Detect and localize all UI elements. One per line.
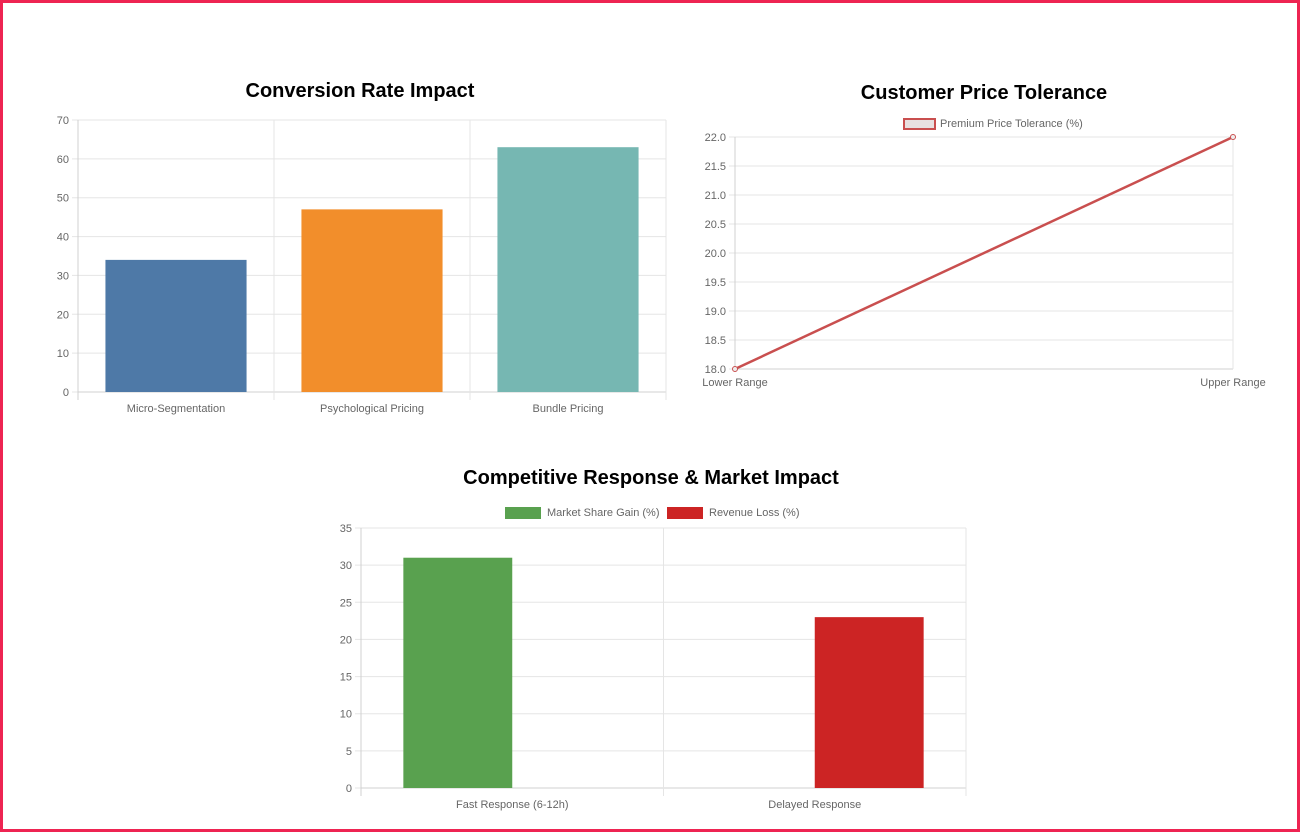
chart1-y-tick: 70 [57, 115, 69, 127]
chart3-y-tick: 5 [346, 746, 352, 758]
chart3-legend-swatch [667, 507, 703, 519]
chart3-y-tick: 10 [340, 709, 352, 721]
chart2-x-tick: Upper Range [1200, 377, 1265, 389]
chart3-y-tick: 0 [346, 783, 352, 795]
chart3-bar [814, 617, 924, 788]
chart3-legend-label: Market Share Gain (%) [547, 507, 659, 519]
chart1-y-tick: 20 [57, 309, 69, 321]
chart1-x-tick: Bundle Pricing [533, 403, 604, 415]
chart3-y-tick: 25 [340, 597, 352, 609]
chart2-title: Customer Price Tolerance [861, 82, 1107, 104]
chart1-x-tick: Micro-Segmentation [127, 403, 225, 415]
chart1-bar [497, 147, 639, 392]
chart2-legend-label: Premium Price Tolerance (%) [940, 118, 1083, 130]
chart3-y-tick: 20 [340, 634, 352, 646]
chart3-y-tick: 35 [340, 523, 352, 535]
chart2-y-tick: 21.0 [705, 190, 726, 202]
chart1-title: Conversion Rate Impact [246, 80, 475, 102]
chart1-bar [105, 259, 247, 392]
chart2-point [1230, 134, 1236, 140]
chart3-legend-label: Revenue Loss (%) [709, 507, 800, 519]
chart2-point [732, 366, 738, 372]
dashboard-charts: Conversion Rate Impact Customer Price To… [57, 80, 1266, 811]
chart3-y-tick: 30 [340, 560, 352, 572]
chart2-y-tick: 20.5 [705, 219, 726, 231]
chart1-y-tick: 50 [57, 193, 69, 205]
chart2-y-tick: 22.0 [705, 132, 726, 144]
chart3-bar [403, 557, 513, 788]
chart2-legend-swatch [903, 118, 936, 130]
chart2-y-tick: 18.0 [705, 364, 726, 376]
chart1-y-tick: 0 [63, 387, 69, 399]
chart1-bar [301, 209, 443, 392]
chart3-title: Competitive Response & Market Impact [463, 467, 839, 489]
chart3-y-tick: 15 [340, 672, 352, 684]
chart2-y-tick: 20.0 [705, 248, 726, 260]
chart3-legend-swatch [505, 507, 541, 519]
chart2-y-tick: 19.5 [705, 277, 726, 289]
chart3-x-tick: Delayed Response [768, 799, 861, 811]
chart1-y-tick: 40 [57, 232, 69, 244]
chart2-x-tick: Lower Range [702, 377, 767, 389]
chart3-x-tick: Fast Response (6-12h) [456, 799, 569, 811]
chart2-y-tick: 18.5 [705, 335, 726, 347]
chart2-y-tick: 19.0 [705, 306, 726, 318]
chart2-line-series [734, 135, 1234, 371]
chart1-y-tick: 10 [57, 348, 69, 360]
chart1-y-tick: 30 [57, 270, 69, 282]
chart2-y-tick: 21.5 [705, 161, 726, 173]
chart1-x-tick: Psychological Pricing [320, 403, 424, 415]
chart1-y-tick: 60 [57, 154, 69, 166]
